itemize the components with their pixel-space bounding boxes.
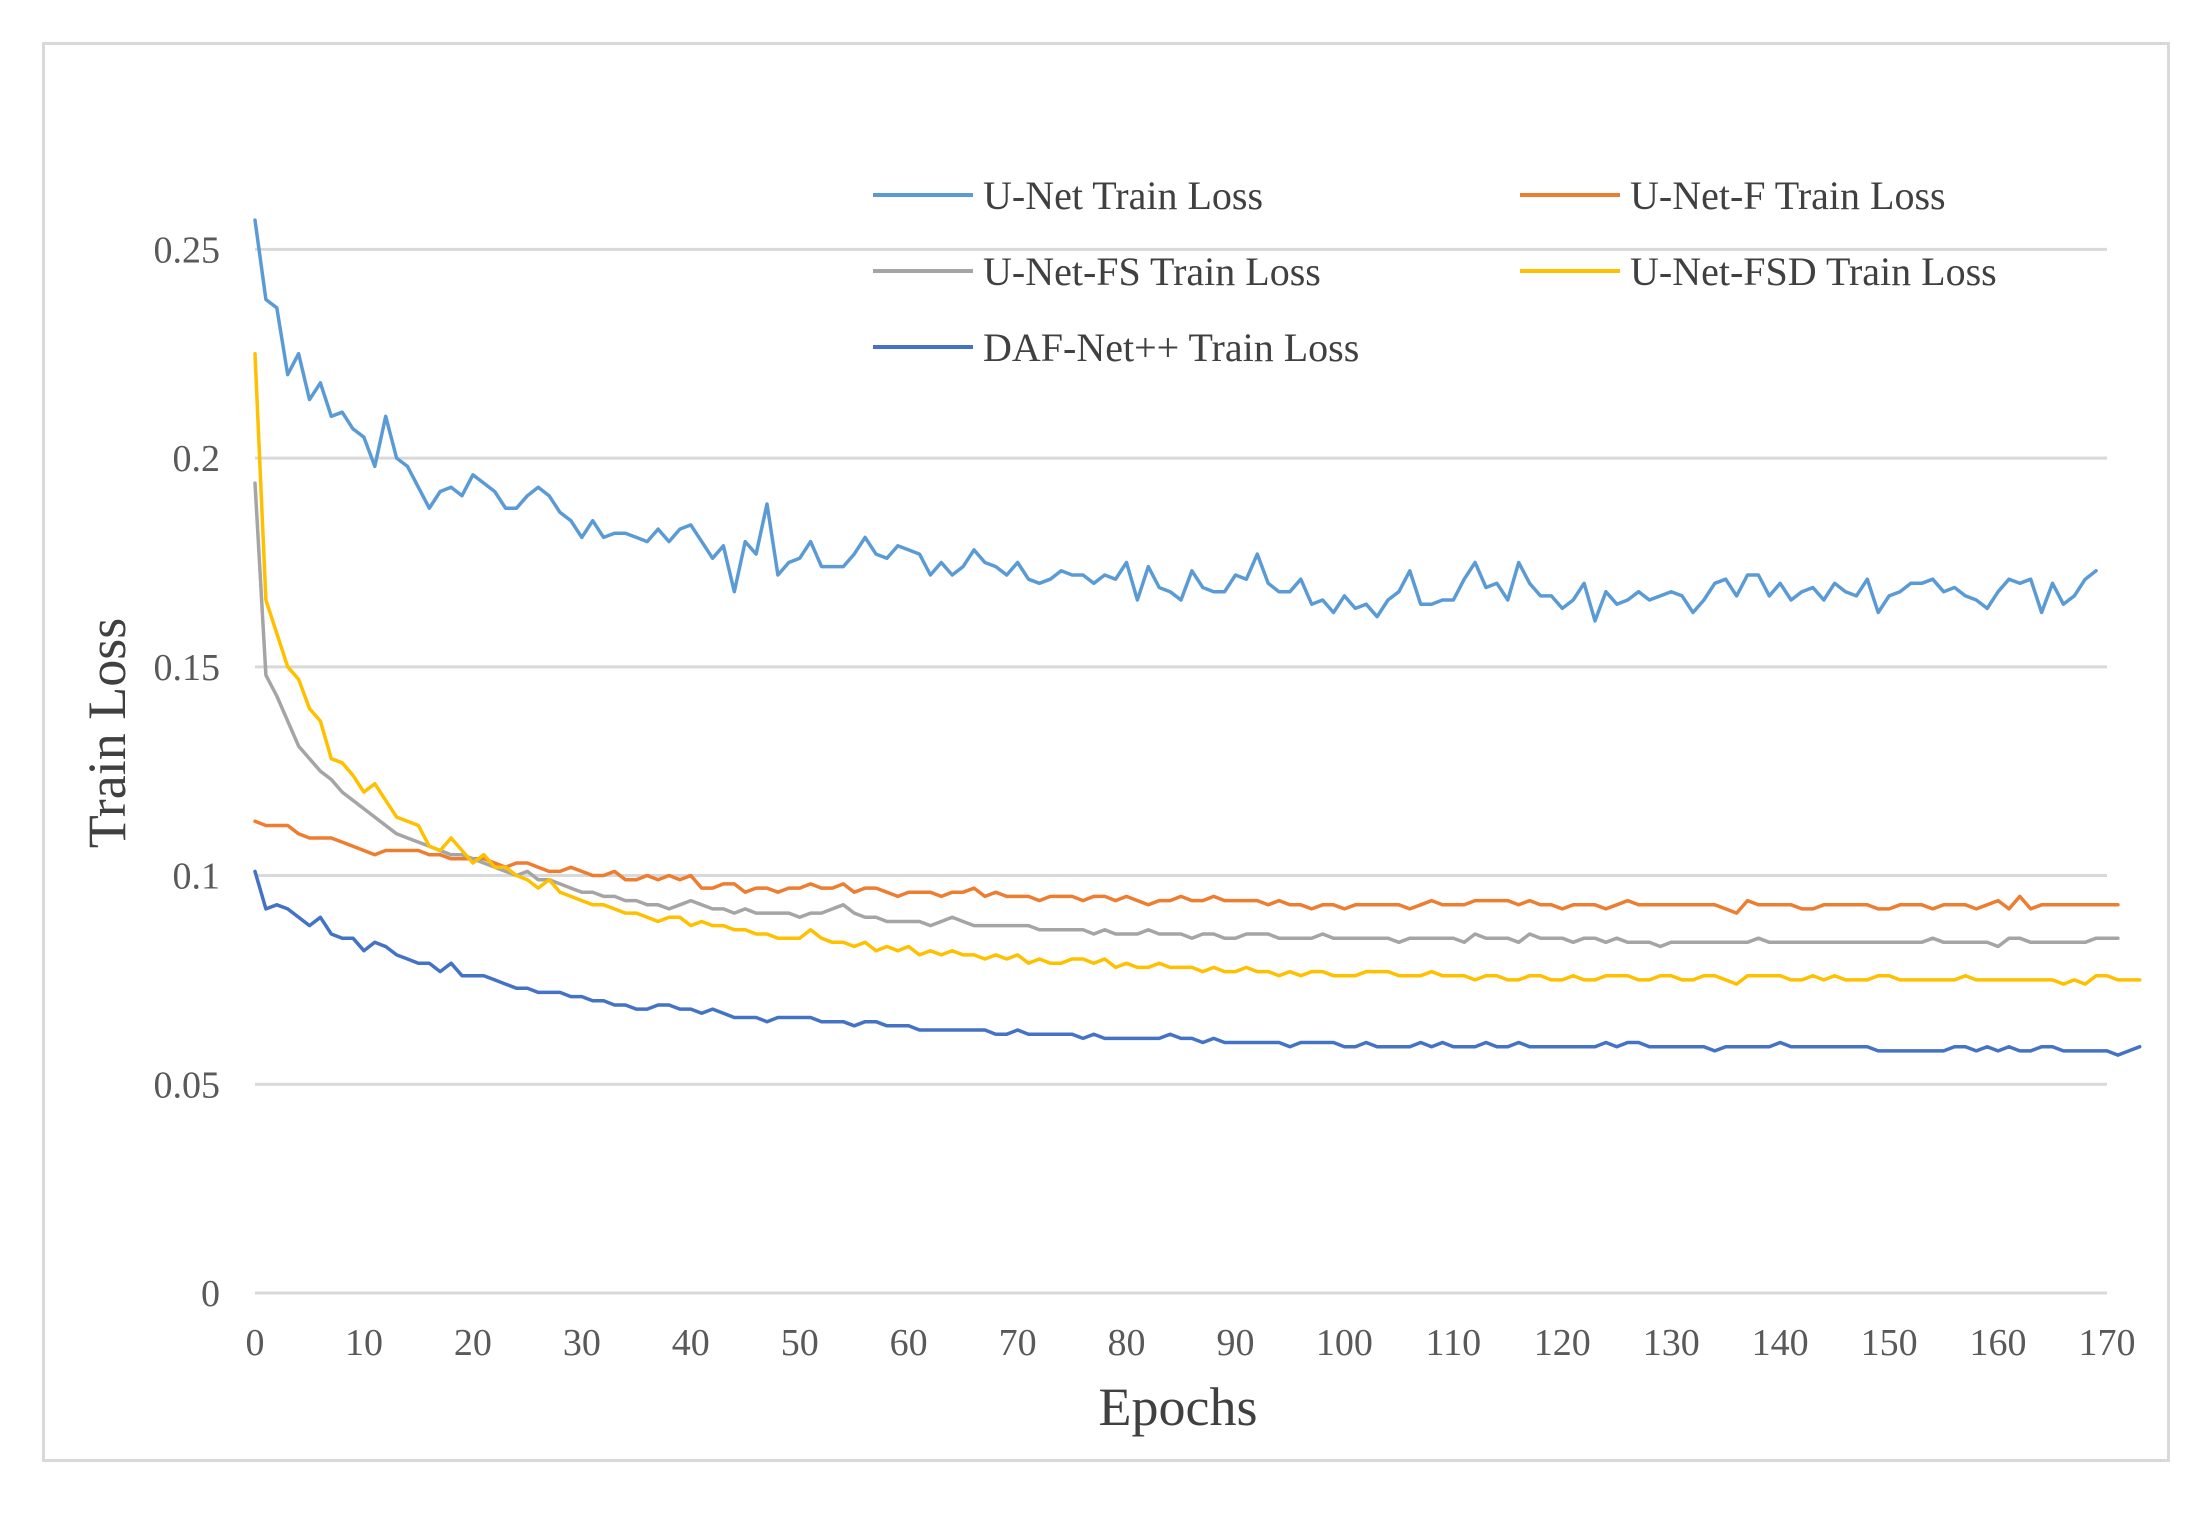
x-tick-label: 50 (781, 1322, 819, 1364)
x-axis-title: Epochs (1099, 1377, 1258, 1437)
x-tick-label: 70 (999, 1322, 1037, 1364)
legend-label: DAF-Net++ Train Loss (983, 325, 1359, 370)
series-line-5 (253, 869, 2142, 1057)
x-tick-label: 170 (2079, 1322, 2136, 1364)
line-chart: 0 0.05 0.1 0.15 0.2 0.25 0 10 20 30 40 50 60 70 80 90 1… (77, 173, 2142, 1437)
x-tick-labels: 0 10 20 30 40 50 60 70 80 90 100 110 120 130 140 150 160… (246, 1322, 2136, 1364)
y-tick-label: 0.05 (154, 1064, 221, 1106)
x-tick-label: 20 (454, 1322, 492, 1364)
x-tick-label: 160 (1970, 1322, 2027, 1364)
legend-label: U-Net-F Train Loss (1630, 173, 1946, 218)
x-tick-label: 90 (1216, 1322, 1254, 1364)
x-tick-label: 0 (246, 1322, 265, 1364)
y-tick-labels: 0 0.05 0.1 0.15 0.2 0.25 (154, 229, 221, 1315)
legend-label: U-Net-FS Train Loss (983, 249, 1321, 294)
x-tick-label: 80 (1108, 1322, 1146, 1364)
series-line-4 (253, 351, 2142, 986)
y-axis-title: Train Loss (77, 618, 137, 849)
y-tick-label: 0.15 (154, 647, 221, 689)
x-tick-label: 150 (1861, 1322, 1918, 1364)
x-tick-label: 130 (1643, 1322, 1700, 1364)
y-tick-label: 0.25 (154, 229, 221, 271)
x-tick-label: 60 (890, 1322, 928, 1364)
series-line-1 (253, 218, 2098, 623)
x-tick-label: 140 (1752, 1322, 1809, 1364)
y-tick-label: 0 (201, 1273, 220, 1315)
legend-label: U-Net Train Loss (983, 173, 1263, 218)
y-tick-label: 0.2 (173, 438, 221, 480)
chart-frame: 0 0.05 0.1 0.15 0.2 0.25 0 10 20 30 40 50 60 70 80 90 1… (42, 42, 2170, 1462)
series-line-2 (253, 819, 2120, 915)
series-lines (253, 218, 2142, 1057)
legend-label: U-Net-FSD Train Loss (1630, 249, 1997, 294)
x-tick-label: 120 (1534, 1322, 1591, 1364)
x-tick-label: 30 (563, 1322, 601, 1364)
y-tick-label: 0.1 (173, 856, 221, 898)
legend: U-Net Train Loss U-Net-F Train Loss U-Net-… (873, 173, 1997, 370)
x-tick-label: 10 (345, 1322, 383, 1364)
x-tick-label: 100 (1316, 1322, 1373, 1364)
gridlines (255, 247, 2107, 1086)
series-line-3 (253, 481, 2120, 949)
x-tick-label: 40 (672, 1322, 710, 1364)
x-tick-label: 110 (1426, 1322, 1482, 1364)
